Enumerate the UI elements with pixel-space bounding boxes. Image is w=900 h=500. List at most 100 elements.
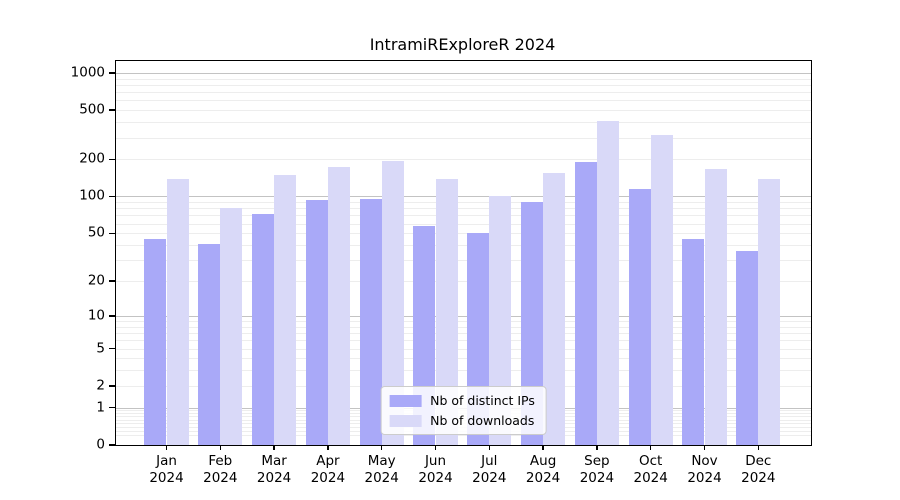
bar-downloads-jul <box>489 196 512 445</box>
x-tick-label-nov: Nov 2024 <box>687 453 721 487</box>
bar-distinct-ips-dec <box>736 250 759 445</box>
year-label: 2024 <box>633 470 668 486</box>
x-axis-tick <box>703 445 706 450</box>
bar-distinct-ips-jan <box>144 238 167 445</box>
month-label: Apr <box>316 453 340 469</box>
year-label: 2024 <box>418 470 453 486</box>
x-tick-label-oct: Oct 2024 <box>634 453 668 487</box>
x-tick-label-apr: Apr 2024 <box>311 453 345 487</box>
bar-downloads-may <box>381 161 404 445</box>
month-label: May <box>367 453 396 469</box>
y-axis-tick <box>109 444 116 446</box>
x-tick-label-jun: Jun 2024 <box>418 453 452 487</box>
month-label: Jun <box>424 453 447 469</box>
y-axis-tick <box>109 195 116 198</box>
y-axis-tick <box>109 385 116 387</box>
x-axis-tick <box>219 445 222 450</box>
month-label: Dec <box>745 453 772 469</box>
x-axis-tick <box>542 445 544 450</box>
bar-downloads-nov <box>704 168 727 445</box>
bar-downloads-aug <box>543 173 566 445</box>
x-tick-label-sep: Sep 2024 <box>580 453 614 487</box>
bar-distinct-ips-mar <box>251 213 275 445</box>
legend-swatch-distinct-ips <box>389 394 422 407</box>
y-tick-label: 1000 <box>70 64 105 81</box>
x-tick-label-jan: Jan 2024 <box>149 453 183 487</box>
y-tick-label: 500 <box>79 101 105 118</box>
bar-downloads-jun <box>435 179 458 445</box>
year-label: 2024 <box>149 470 184 486</box>
gridline-minor <box>116 110 811 112</box>
y-tick-label: 10 <box>87 307 105 324</box>
y-tick-label: 200 <box>79 151 105 168</box>
bar-downloads-dec <box>758 178 781 445</box>
x-axis-tick <box>649 445 652 450</box>
y-axis-tick <box>109 315 116 317</box>
y-axis-tick <box>109 109 116 111</box>
month-label: Oct <box>639 453 663 469</box>
y-axis-tick <box>109 347 116 350</box>
year-label: 2024 <box>203 470 238 486</box>
y-tick-label: 50 <box>87 224 105 241</box>
x-axis-tick <box>434 445 437 450</box>
year-label: 2024 <box>687 470 722 486</box>
month-label: Nov <box>691 453 718 469</box>
month-label: Sep <box>584 453 610 469</box>
bar-downloads-oct <box>650 134 673 445</box>
x-tick-label-mar: Mar 2024 <box>257 453 291 487</box>
month-label: Feb <box>208 453 233 469</box>
x-axis-tick <box>757 445 760 450</box>
month-label: Jan <box>156 453 177 469</box>
year-label: 2024 <box>741 470 776 486</box>
year-label: 2024 <box>310 470 346 486</box>
bar-distinct-ips-feb <box>198 243 221 445</box>
y-axis-tick <box>109 72 116 74</box>
y-tick-label: 20 <box>87 272 105 289</box>
gridline-minor <box>116 122 811 124</box>
gridline-minor <box>116 78 811 80</box>
legend-swatch-downloads <box>389 414 422 427</box>
x-tick-label-dec: Dec 2024 <box>741 453 775 487</box>
year-label: 2024 <box>256 470 292 486</box>
bar-distinct-ips-may <box>359 198 382 445</box>
x-axis-tick <box>165 445 168 450</box>
bar-downloads-feb <box>220 208 243 445</box>
year-label: 2024 <box>579 470 615 486</box>
bar-downloads-mar <box>274 174 297 445</box>
month-label: Mar <box>261 453 287 469</box>
y-axis-tick <box>109 406 116 409</box>
bar-distinct-ips-nov <box>682 238 705 445</box>
bar-distinct-ips-oct <box>628 189 651 445</box>
chart-title: IntramiRExploreR 2024 <box>369 35 556 54</box>
bar-distinct-ips-aug <box>520 202 544 445</box>
legend-label-downloads: Nb of downloads <box>430 413 535 428</box>
gridline-minor <box>116 159 811 161</box>
x-axis-tick <box>327 445 329 450</box>
x-tick-label-may: May 2024 <box>365 453 399 487</box>
gridline-minor <box>116 84 811 86</box>
y-tick-label: 100 <box>79 188 105 205</box>
legend: Nb of distinct IPs Nb of downloads <box>380 386 547 435</box>
bar-downloads-jan <box>166 179 189 445</box>
bar-distinct-ips-apr <box>305 200 328 445</box>
gridline-minor <box>116 92 811 94</box>
y-axis-tick <box>109 280 116 282</box>
y-tick-label: 0 <box>96 436 105 453</box>
x-axis-tick <box>380 445 383 450</box>
plot-area: 0 1 2 5 10 20 50 100 200 500 1000 Jan 2024 Feb 2024 Mar… <box>71 60 812 486</box>
x-axis-tick <box>273 445 275 450</box>
gridline-minor <box>116 137 811 139</box>
bar-downloads-sep <box>596 120 620 445</box>
month-label: Jul <box>481 453 498 469</box>
bar-distinct-ips-sep <box>574 161 597 445</box>
gridline-minor <box>116 100 811 102</box>
gridline-major <box>116 72 811 74</box>
x-axis-tick <box>596 445 598 450</box>
year-label: 2024 <box>525 470 561 486</box>
x-tick-label-jul: Jul 2024 <box>472 453 506 487</box>
year-label: 2024 <box>364 470 399 486</box>
bar-downloads-apr <box>327 167 351 445</box>
legend-item-distinct-ips: Nb of distinct IPs <box>389 393 535 408</box>
y-tick-label: 2 <box>96 377 105 394</box>
